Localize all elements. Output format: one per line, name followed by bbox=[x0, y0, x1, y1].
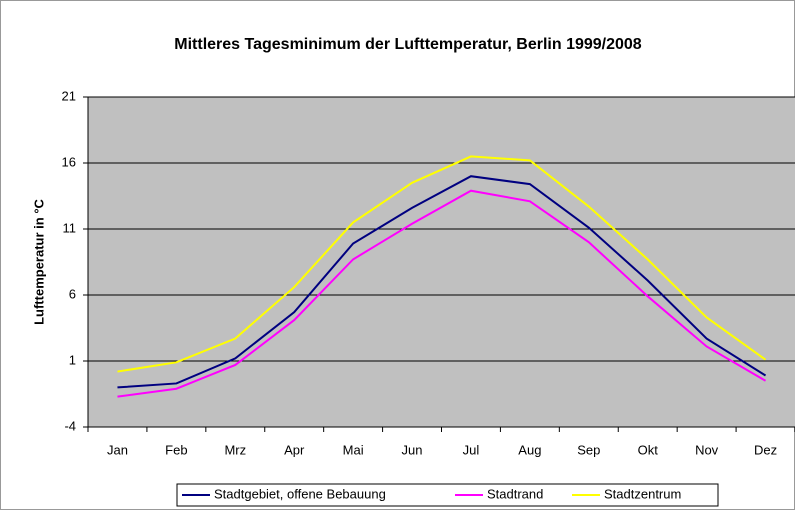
x-tick-label: Jul bbox=[463, 442, 480, 457]
legend-label: Stadtgebiet, offene Bebauung bbox=[214, 486, 386, 501]
y-axis-label: Lufttemperatur in °C bbox=[31, 198, 46, 324]
x-tick-label: Dez bbox=[754, 442, 777, 457]
legend-label: Stadtzentrum bbox=[604, 486, 681, 501]
x-tick-label: Mai bbox=[343, 442, 364, 457]
x-tick-label: Apr bbox=[284, 442, 305, 457]
plot-area bbox=[88, 97, 795, 427]
x-tick-label: Jun bbox=[402, 442, 423, 457]
y-tick-label: 16 bbox=[62, 154, 76, 169]
x-tick-label: Mrz bbox=[224, 442, 246, 457]
x-tick-label: Jan bbox=[107, 442, 128, 457]
x-tick-label: Nov bbox=[695, 442, 719, 457]
chart-title: Mittleres Tagesminimum der Lufttemperatu… bbox=[174, 36, 642, 53]
y-tick-label: 11 bbox=[63, 220, 77, 235]
x-tick-label: Aug bbox=[518, 442, 541, 457]
y-tick-label: 1 bbox=[69, 352, 76, 367]
series-line bbox=[117, 155, 767, 373]
x-tick-label: Okt bbox=[638, 442, 659, 457]
series-line bbox=[117, 175, 767, 389]
y-tick-label: -4 bbox=[64, 418, 76, 433]
legend-box bbox=[176, 483, 719, 507]
y-tick-label: 21 bbox=[62, 88, 76, 103]
x-tick-label: Sep bbox=[577, 442, 600, 457]
y-tick-label: 6 bbox=[69, 286, 76, 301]
x-tick-label: Feb bbox=[165, 442, 187, 457]
legend-label: Stadtrand bbox=[487, 486, 543, 501]
series-line bbox=[117, 189, 767, 398]
